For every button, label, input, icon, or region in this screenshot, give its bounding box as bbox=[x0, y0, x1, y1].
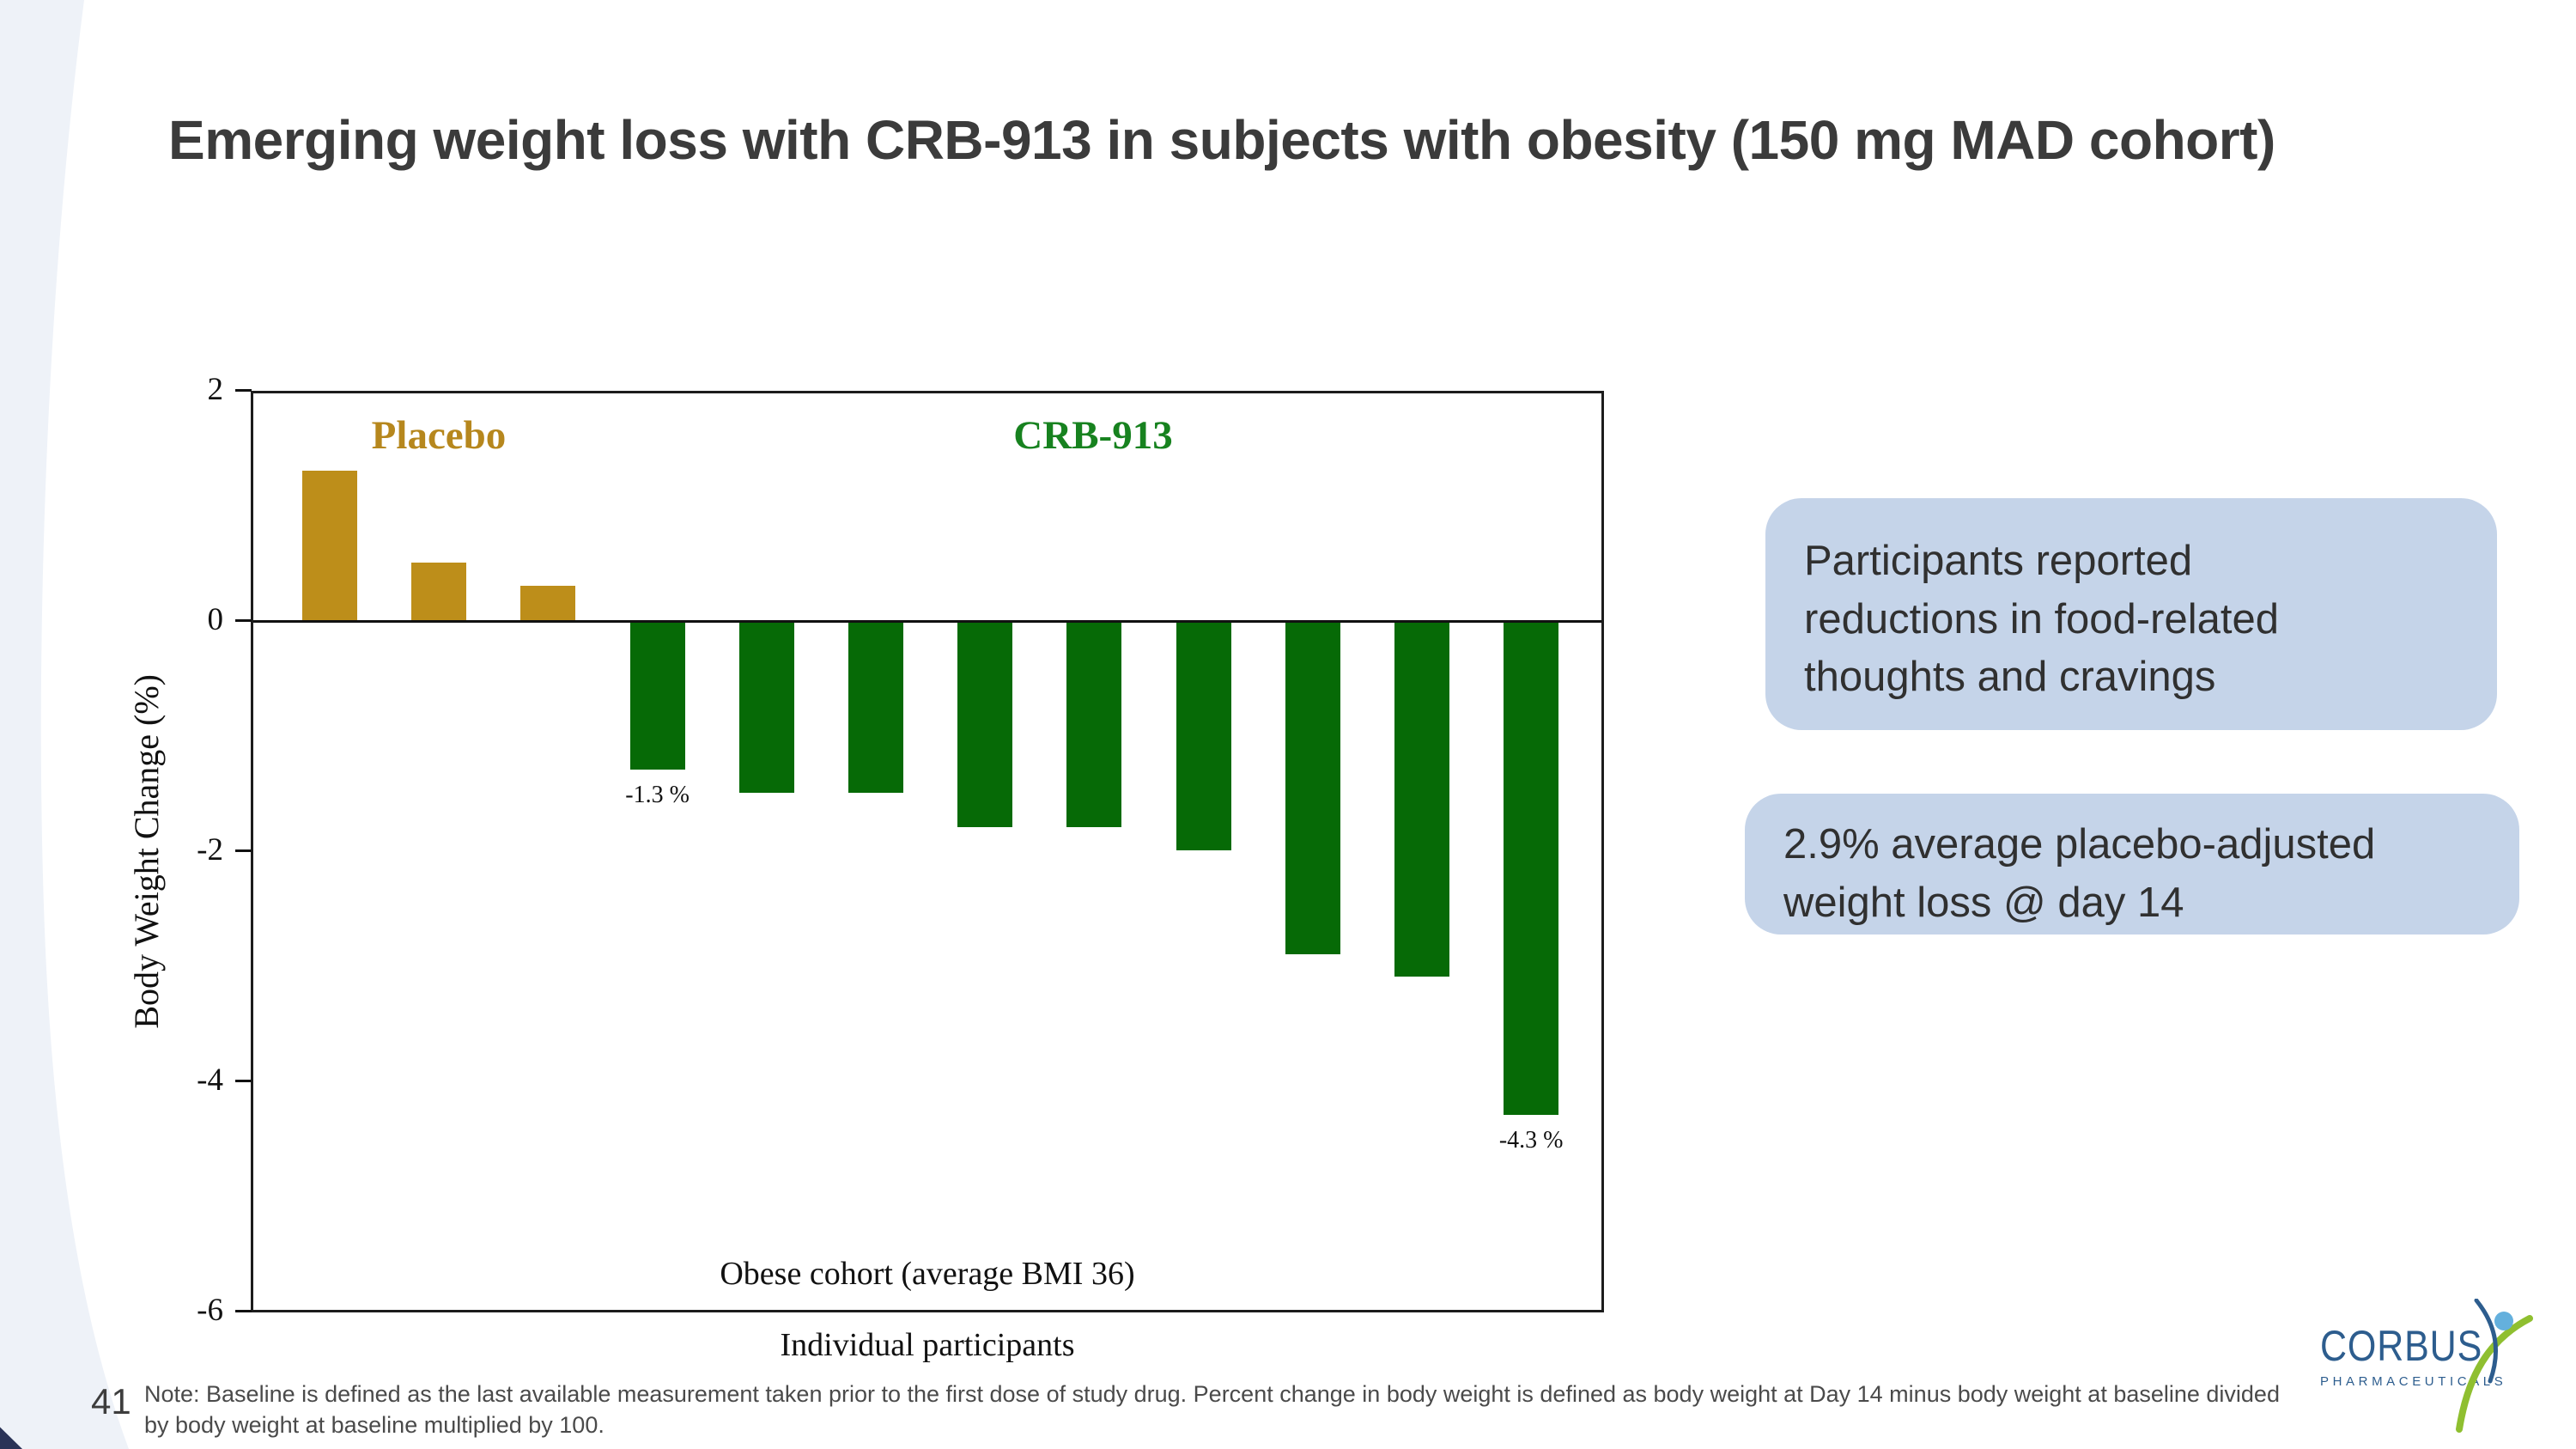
callout-food-cravings-text: Participants reported reductions in food… bbox=[1804, 538, 2279, 701]
bar-participant-7 bbox=[957, 620, 1012, 827]
y-tick-label: -4 bbox=[197, 1062, 223, 1098]
footnote: Note: Baseline is defined as the last av… bbox=[144, 1381, 2280, 1438]
y-tick-mark bbox=[235, 849, 252, 852]
y-tick-label: -6 bbox=[197, 1293, 223, 1328]
bar-participant-12 bbox=[1504, 620, 1558, 1115]
zero-baseline bbox=[253, 620, 1601, 623]
logo-division-name: PHARMACEUTICALS bbox=[2320, 1374, 2507, 1389]
logo-company-name: CORBUS bbox=[2320, 1322, 2483, 1370]
y-tick-mark bbox=[235, 389, 252, 392]
bar-value-label: -4.3 % bbox=[1498, 1127, 1564, 1154]
series-label-placebo: Placebo bbox=[371, 413, 507, 458]
y-tick-mark bbox=[235, 1310, 252, 1312]
left-decorative-band bbox=[0, 0, 129, 1449]
x-axis-title: Individual participants bbox=[780, 1327, 1075, 1363]
slide-title: Emerging weight loss with CRB-913 in sub… bbox=[168, 109, 2275, 171]
bar-value-label: -1.3 % bbox=[625, 782, 690, 809]
y-tick-mark bbox=[235, 1080, 252, 1082]
cohort-label: Obese cohort (average BMI 36) bbox=[720, 1256, 1135, 1292]
logo-person-icon bbox=[2456, 1299, 2533, 1433]
callout-food-cravings: Participants reported reductions in food… bbox=[1765, 498, 2497, 730]
page-number: 41 bbox=[91, 1381, 131, 1422]
bar-participant-5 bbox=[739, 620, 794, 793]
logo-wordmark: CORBUS PHARMACEUTICALS bbox=[2320, 1321, 2509, 1389]
callout-weight-loss-text: 2.9% average placebo-adjusted weight los… bbox=[1783, 821, 2376, 926]
bar-participant-6 bbox=[848, 620, 903, 793]
bar-participant-9 bbox=[1176, 620, 1231, 850]
bar-participant-3 bbox=[520, 586, 575, 620]
bar-chart-plot-area: Obese cohort (average BMI 36) Placebo CRB… bbox=[197, 372, 1604, 1328]
bar-participant-2 bbox=[411, 563, 466, 620]
series-label-crb-913: CRB-913 bbox=[1013, 413, 1173, 458]
callout-weight-loss: 2.9% average placebo-adjusted weight los… bbox=[1745, 794, 2519, 935]
corbus-logo: CORBUS PHARMACEUTICALS bbox=[2320, 1299, 2543, 1445]
y-tick-mark bbox=[235, 619, 252, 622]
bar-participant-1 bbox=[302, 471, 357, 620]
bar-participant-10 bbox=[1285, 620, 1340, 954]
bar-participant-4 bbox=[630, 620, 685, 770]
y-tick-label: -2 bbox=[197, 832, 223, 868]
y-tick-label: 2 bbox=[207, 372, 224, 407]
bar-participant-8 bbox=[1066, 620, 1121, 827]
bar-participant-11 bbox=[1394, 620, 1449, 977]
y-tick-label: 0 bbox=[207, 602, 224, 637]
